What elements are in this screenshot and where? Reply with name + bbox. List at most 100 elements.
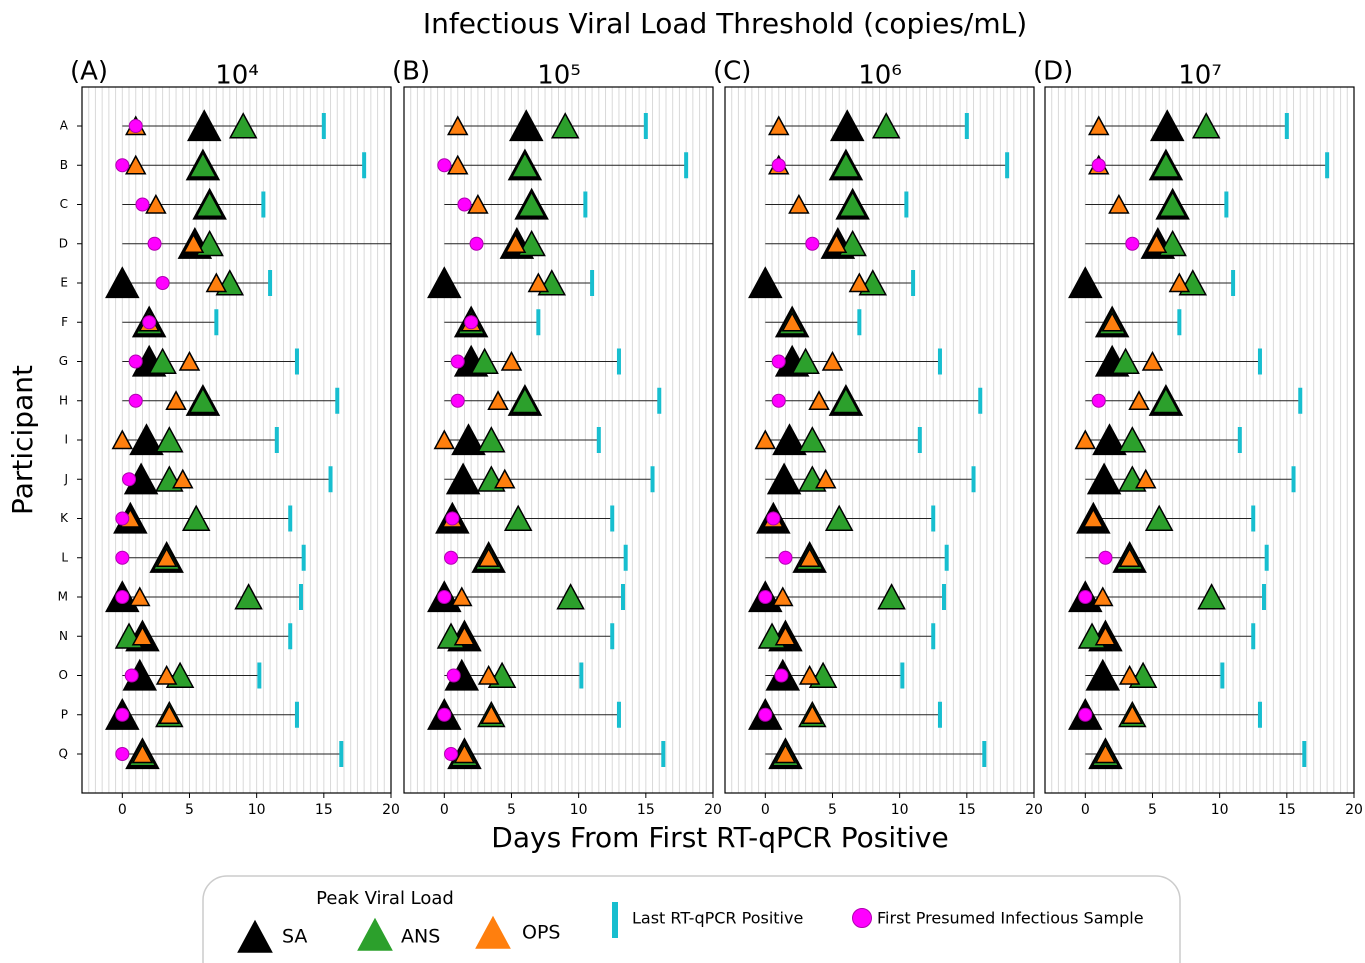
triangle-marker xyxy=(1149,109,1185,142)
triangle-marker xyxy=(182,233,205,254)
triangle-marker xyxy=(477,426,506,453)
y-tick-label: H xyxy=(59,393,68,407)
bar-marker xyxy=(661,741,666,767)
triangle-marker xyxy=(831,151,861,178)
legend-marker xyxy=(237,919,273,953)
circle-marker xyxy=(1091,393,1106,408)
triangle-marker xyxy=(798,426,827,453)
circle-marker xyxy=(1078,707,1093,722)
triangle-marker xyxy=(1108,193,1130,214)
bar-marker xyxy=(339,741,344,767)
bar-marker xyxy=(1298,387,1303,414)
y-tick-label: F xyxy=(61,315,68,329)
triangle-marker xyxy=(877,583,906,610)
circle-marker xyxy=(446,668,461,683)
x-tick-label: 20 xyxy=(1345,802,1363,818)
x-tick-label: 10 xyxy=(570,802,588,818)
circle-marker xyxy=(115,590,130,604)
triangle-marker xyxy=(446,154,469,175)
triangle-marker xyxy=(748,266,783,299)
bar-marker xyxy=(536,309,541,336)
triangle-marker xyxy=(774,625,797,646)
triangle-marker xyxy=(825,233,848,254)
bar-marker xyxy=(583,191,588,218)
triangle-marker xyxy=(1118,664,1141,685)
circle-marker xyxy=(1125,236,1140,251)
legend-label: First Presumed Infectious Sample xyxy=(877,909,1144,928)
triangle-marker xyxy=(504,233,527,254)
x-tick-label: 0 xyxy=(1081,802,1090,818)
bar-marker xyxy=(650,466,655,493)
triangle-marker xyxy=(821,350,844,371)
circle-marker xyxy=(115,550,130,565)
triangle-marker xyxy=(1144,504,1174,531)
circle-marker xyxy=(457,197,472,212)
legend-label: SA xyxy=(282,926,307,948)
bar-marker xyxy=(620,584,625,610)
triangle-marker xyxy=(503,504,533,531)
triangle-marker xyxy=(772,586,794,607)
circle-marker xyxy=(450,393,465,408)
bar-marker xyxy=(610,623,615,650)
panel-label: (C) xyxy=(713,57,751,87)
triangle-marker xyxy=(470,347,499,374)
bar-marker xyxy=(1291,466,1296,493)
triangle-marker xyxy=(155,547,178,568)
triangle-marker xyxy=(1085,658,1121,691)
triangle-marker xyxy=(148,347,177,374)
bar-marker xyxy=(1005,152,1010,179)
bar-marker xyxy=(657,387,662,414)
panel-label: (A) xyxy=(70,57,108,87)
triangle-marker xyxy=(172,468,194,489)
triangle-marker xyxy=(1101,311,1123,332)
panel-frame xyxy=(1044,86,1355,794)
triangle-marker xyxy=(798,547,821,568)
circle-marker xyxy=(469,236,484,251)
bar-marker xyxy=(982,741,987,767)
triangle-marker xyxy=(1092,423,1127,456)
circle-marker xyxy=(437,707,452,722)
circle-marker xyxy=(122,472,137,487)
triangle-marker xyxy=(178,350,201,371)
circle-marker xyxy=(758,707,773,722)
triangle-marker xyxy=(1094,625,1117,646)
bar-marker xyxy=(911,270,916,296)
bar-marker xyxy=(294,701,299,728)
plot-area xyxy=(1068,109,1354,770)
y-tick-label: L xyxy=(61,550,68,564)
circle-marker xyxy=(155,276,170,290)
bar-marker xyxy=(944,544,949,571)
triangle-marker xyxy=(838,190,867,217)
circle-marker xyxy=(805,236,820,251)
triangle-marker xyxy=(158,704,181,725)
y-tick-label: G xyxy=(59,354,68,368)
legend-label: OPS xyxy=(522,922,560,944)
bar-marker xyxy=(1261,584,1266,610)
triangle-marker xyxy=(131,625,154,646)
circle-marker xyxy=(142,315,157,330)
panel-title: 10⁴ xyxy=(215,61,259,91)
bar-marker xyxy=(294,348,299,375)
circle-marker xyxy=(115,511,130,526)
bar-marker xyxy=(1257,701,1262,728)
triangle-marker xyxy=(467,193,489,214)
panel-frame xyxy=(403,86,714,794)
triangle-marker xyxy=(766,462,802,495)
circle-marker xyxy=(1091,158,1106,173)
circle-marker xyxy=(444,550,459,565)
triangle-marker xyxy=(1197,583,1226,610)
triangle-marker xyxy=(195,190,224,217)
legend-marker xyxy=(357,917,393,951)
y-tick-label: A xyxy=(60,119,69,133)
triangle-marker xyxy=(815,468,837,489)
triangle-marker xyxy=(1094,743,1117,764)
bar-marker xyxy=(335,387,340,414)
triangle-marker xyxy=(477,664,500,685)
bar-marker xyxy=(643,113,648,139)
x-tick-label: 5 xyxy=(828,802,837,818)
triangle-marker xyxy=(1082,507,1105,528)
legend-marker xyxy=(612,902,618,938)
triangle-marker xyxy=(1087,115,1110,136)
circle-marker xyxy=(135,197,150,212)
bar-marker xyxy=(362,152,367,179)
